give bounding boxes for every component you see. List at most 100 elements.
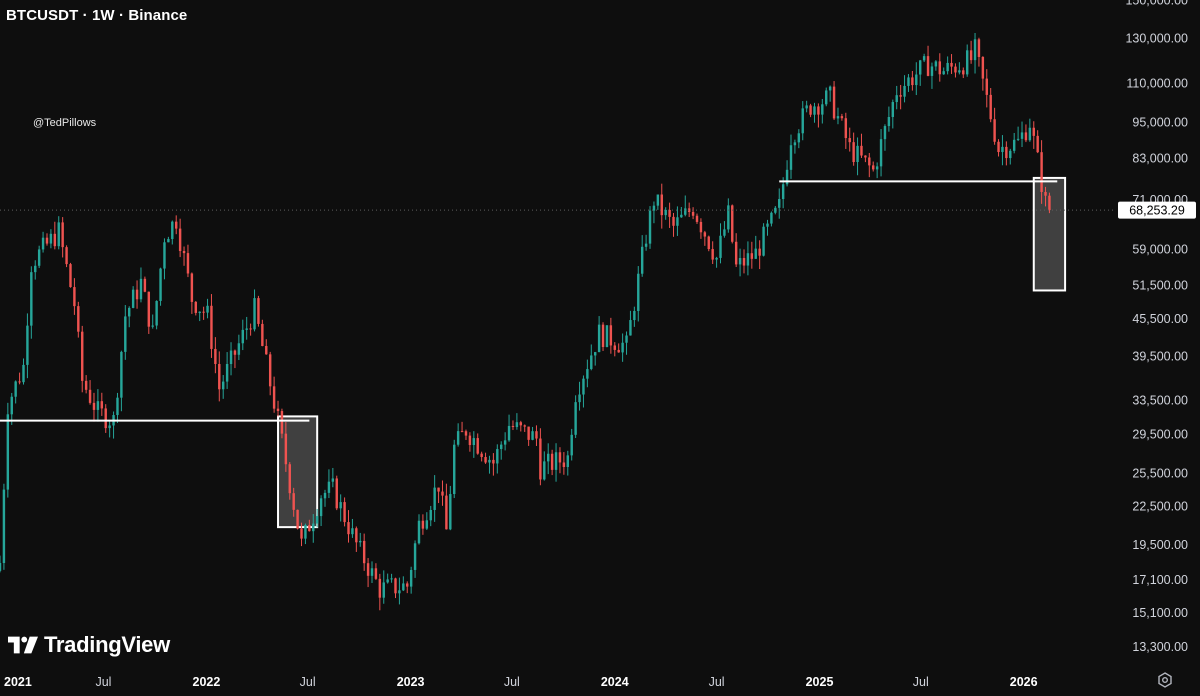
- candle-body: [938, 61, 942, 75]
- chart-settings-icon[interactable]: [1156, 671, 1174, 689]
- candle: [284, 421, 288, 472]
- candle-body: [288, 464, 291, 494]
- tradingview-logo-icon: [8, 636, 38, 654]
- candle-body: [174, 221, 178, 229]
- candle: [828, 85, 832, 102]
- candle-body: [554, 452, 558, 470]
- candle-body: [762, 226, 765, 256]
- candle-body: [394, 578, 397, 594]
- candle-body: [593, 352, 597, 356]
- candle-body: [875, 166, 879, 170]
- candle: [770, 211, 773, 227]
- candle: [308, 519, 311, 532]
- time-axis[interactable]: 2021 Jul 2022 Jul 2023 Jul 2024 Jul 2025 Jul 2026: [4, 675, 1038, 689]
- candle: [629, 310, 632, 336]
- candle: [895, 85, 898, 110]
- candle: [535, 425, 538, 446]
- candle: [456, 423, 460, 447]
- price-axis[interactable]: 150,000.00 130,000.00 110,000.00 95,000.00 8…: [1125, 0, 1188, 654]
- candle: [981, 56, 985, 91]
- candle-body: [374, 568, 378, 579]
- candle: [554, 443, 558, 482]
- candle: [546, 443, 550, 475]
- candle: [421, 514, 425, 535]
- candle: [265, 339, 268, 355]
- candle-body: [562, 462, 566, 468]
- candle: [100, 392, 104, 416]
- candle: [124, 305, 127, 360]
- candle-body: [895, 95, 898, 103]
- candle-body: [120, 351, 123, 398]
- candle: [92, 392, 96, 422]
- candle-body: [652, 205, 656, 211]
- candle: [758, 240, 761, 270]
- candle-body: [2, 489, 6, 563]
- tradingview-logo[interactable]: TradingView: [8, 632, 170, 658]
- candle-body: [296, 509, 299, 529]
- candle-body: [832, 86, 836, 119]
- candle-body: [464, 431, 468, 436]
- candle-body: [77, 306, 80, 332]
- price-tick-label: 19,500.00: [1132, 538, 1188, 552]
- candle-body: [950, 62, 953, 67]
- candle-body: [10, 396, 13, 415]
- candle-body: [304, 524, 307, 539]
- candle: [938, 53, 942, 82]
- candle: [644, 234, 648, 251]
- candle-body: [253, 298, 256, 330]
- candle-body: [946, 62, 949, 72]
- candle: [711, 241, 714, 264]
- candle-body: [519, 422, 523, 426]
- candle-body: [848, 138, 851, 143]
- candle: [766, 219, 769, 236]
- candle-body: [143, 278, 147, 292]
- candle: [480, 451, 483, 462]
- candle: [613, 342, 616, 357]
- candle-body: [57, 222, 60, 247]
- candle-body: [711, 249, 714, 260]
- candle: [112, 411, 115, 439]
- candle: [860, 133, 863, 159]
- candle: [468, 432, 472, 452]
- candle-body: [194, 301, 198, 313]
- candle-body: [617, 349, 620, 353]
- candle-body: [1005, 146, 1008, 159]
- candle-body: [750, 253, 754, 259]
- candle-body: [300, 528, 303, 539]
- candle-body: [292, 493, 295, 510]
- candle: [969, 40, 973, 64]
- candle-body: [758, 248, 761, 256]
- candle-body: [836, 116, 840, 119]
- candle: [797, 129, 801, 149]
- candle-body: [738, 258, 742, 265]
- candle: [0, 555, 2, 573]
- candle: [327, 469, 331, 499]
- candle-body: [409, 569, 413, 587]
- candle: [245, 316, 248, 340]
- candle-body: [159, 268, 162, 301]
- candle-body: [1024, 132, 1028, 141]
- candle: [88, 380, 92, 405]
- candle-body: [390, 578, 393, 580]
- candle: [351, 518, 354, 538]
- candle: [492, 453, 495, 476]
- candle-body: [484, 457, 487, 463]
- candle-body: [930, 66, 934, 76]
- candle: [746, 241, 750, 276]
- candle: [69, 262, 72, 288]
- candle: [163, 238, 166, 280]
- candle-body: [633, 310, 636, 321]
- candle-body: [828, 86, 832, 91]
- candle: [378, 573, 382, 611]
- candle-body: [229, 350, 233, 364]
- candle: [836, 107, 840, 125]
- candle: [879, 129, 883, 177]
- candle: [942, 67, 945, 75]
- price-tick-label: 110,000.00: [1126, 76, 1188, 90]
- time-tick-label: 2021: [4, 675, 32, 689]
- price-tick-label: 17,100.00: [1132, 573, 1188, 587]
- time-tick-label: 2023: [397, 675, 425, 689]
- price-tick-label: 83,000.00: [1132, 151, 1188, 165]
- candle-body: [965, 50, 969, 75]
